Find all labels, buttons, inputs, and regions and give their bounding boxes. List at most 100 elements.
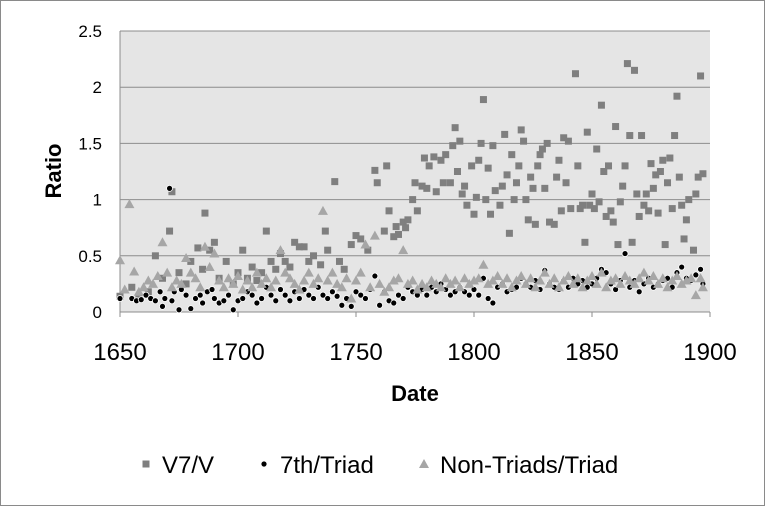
data-point-circle [678, 263, 686, 271]
legend-label: Non-Triads/Triad [440, 452, 618, 479]
data-point-triangle [417, 278, 428, 288]
data-point-triangle [492, 271, 503, 281]
data-point-circle [286, 297, 294, 305]
data-point-square [614, 241, 622, 249]
data-point-triangle [143, 275, 154, 285]
data-point-square [402, 224, 410, 232]
data-point-triangle [549, 273, 560, 283]
data-point-square [699, 170, 707, 178]
data-point-square [597, 101, 605, 109]
data-point-square [635, 212, 643, 220]
data-point-square [472, 193, 480, 201]
data-point-square [453, 168, 461, 175]
data-point-square [158, 274, 166, 282]
data-point-triangle [601, 282, 612, 292]
x-tick-label: 1850 [565, 339, 618, 366]
data-point-square [321, 227, 329, 235]
data-point-square [697, 72, 705, 80]
data-point-circle [239, 295, 247, 302]
data-point-square [291, 238, 299, 246]
data-point-triangle [171, 275, 182, 285]
data-point-square [310, 252, 318, 260]
data-point-square [479, 96, 487, 104]
y-tick-label: 0 [93, 303, 102, 322]
x-axis-title: Date [391, 381, 439, 406]
data-point-square [484, 164, 492, 172]
data-point-square [553, 173, 561, 181]
data-point-square [579, 201, 587, 209]
data-point-circle [362, 295, 369, 302]
data-point-triangle [435, 282, 446, 292]
data-point-square [432, 188, 440, 196]
data-point-triangle [450, 275, 461, 285]
data-point-square [689, 246, 697, 254]
legend-marker-triangle [419, 459, 429, 468]
data-point-triangle [115, 255, 125, 265]
data-point-square [449, 142, 457, 150]
x-tick-label: 1650 [93, 339, 146, 366]
data-point-square [623, 60, 631, 68]
data-point-triangle [218, 282, 229, 292]
x-tick-label: 1800 [447, 339, 500, 366]
data-point-triangle [662, 282, 673, 292]
data-point-square [626, 132, 634, 140]
data-point-triangle [199, 241, 210, 251]
data-point-circle [277, 286, 284, 293]
data-point-triangle [355, 267, 366, 277]
data-point-triangle [431, 278, 442, 288]
data-point-square [692, 190, 700, 198]
data-point-square [510, 196, 518, 204]
legend-marker-square [142, 460, 150, 468]
y-tick-label: 2.5 [78, 22, 102, 41]
data-point-circle [465, 291, 473, 299]
data-point-square [508, 151, 516, 159]
legend-item: Non-Triads/Triad [419, 452, 618, 479]
data-point-triangle [138, 282, 149, 292]
data-point-triangle [695, 273, 706, 283]
data-point-circle [116, 295, 124, 302]
data-point-triangle [697, 282, 708, 292]
data-point-square [593, 145, 601, 153]
data-point-triangle [638, 267, 649, 277]
data-point-square [491, 187, 499, 195]
data-point-square [564, 137, 572, 145]
data-point-triangle [209, 248, 220, 258]
data-point-square [194, 244, 202, 252]
data-point-triangle [535, 275, 546, 285]
data-point-square [612, 123, 620, 131]
data-point-circle [484, 295, 492, 302]
data-point-triangle [690, 290, 701, 300]
data-point-square [442, 151, 450, 159]
data-point-circle [272, 297, 280, 305]
data-point-circle [208, 286, 216, 293]
data-point-square [520, 137, 528, 145]
data-point-square [659, 156, 667, 164]
data-point-triangle [332, 278, 343, 288]
data-point-square [503, 171, 511, 179]
data-point-square [262, 227, 270, 235]
data-point-triangle [440, 273, 451, 283]
data-point-square [496, 201, 504, 209]
data-point-square [166, 227, 174, 235]
data-point-square [668, 205, 676, 213]
data-point-circle [446, 291, 454, 299]
data-point-circle [199, 299, 207, 307]
data-point-triangle [483, 278, 494, 288]
x-tick-label: 1700 [211, 339, 264, 366]
data-point-square [151, 252, 159, 260]
data-point-triangle [648, 271, 659, 281]
data-point-triangle [148, 278, 159, 288]
data-point-triangle [185, 267, 196, 277]
data-point-triangle [412, 284, 423, 294]
data-point-square [418, 182, 426, 190]
legend: V7/V 7th/Triad Non-Triads/Triad [142, 452, 618, 479]
data-point-square [248, 263, 256, 271]
data-point-circle [248, 291, 256, 299]
data-point-square [383, 162, 391, 170]
legend-item: V7/V [142, 452, 214, 479]
data-point-triangle [384, 282, 395, 292]
data-point-square [182, 280, 190, 288]
x-tick-label: 1900 [683, 339, 736, 366]
data-point-square [420, 154, 428, 162]
data-point-square [380, 227, 388, 235]
